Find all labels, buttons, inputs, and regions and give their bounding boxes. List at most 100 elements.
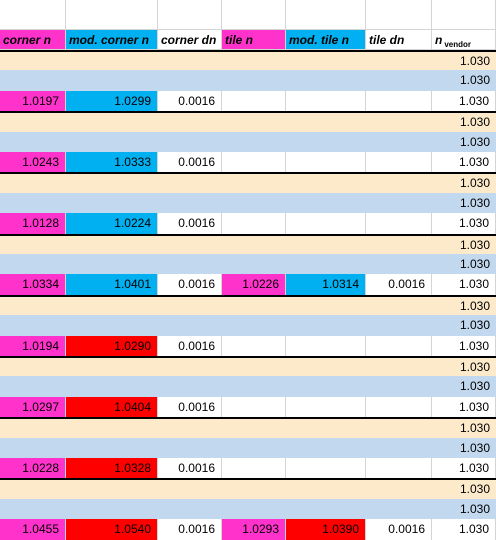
table-cell-corner-n[interactable]: 1.0228 [0, 458, 66, 479]
table-cell-corner-n[interactable]: 1.0334 [0, 274, 66, 295]
table-cell-mod-corner-n[interactable] [66, 480, 158, 498]
table-cell-mod-corner-n[interactable] [66, 358, 158, 376]
table-cell-tile-n[interactable] [222, 458, 286, 479]
column-header-n-vendor[interactable]: n vendor [432, 30, 496, 50]
table-cell-tile-dn[interactable] [366, 480, 432, 498]
table-cell-tile-n[interactable] [222, 236, 286, 254]
table-cell-mod-corner-n[interactable] [66, 132, 158, 152]
table-cell-tile-n[interactable] [222, 90, 286, 112]
table-cell-tile-n[interactable]: 1.0226 [222, 274, 286, 295]
table-cell-tile-n[interactable] [222, 297, 286, 315]
table-cell-corner-dn[interactable]: 0.0016 [158, 458, 222, 479]
empty-cell[interactable] [432, 0, 496, 30]
table-cell-corner-dn[interactable] [158, 254, 222, 274]
table-cell-corner-n[interactable] [0, 132, 66, 152]
table-cell-n-vendor[interactable]: 1.030 [459, 257, 490, 271]
table-cell-mod-tile-n[interactable]: 1.0314 [286, 274, 366, 295]
table-cell-n-vendor[interactable]: 1.030 [432, 458, 496, 479]
table-cell-n-vendor[interactable]: 1.030 [459, 360, 490, 374]
table-cell-mod-corner-n[interactable]: 1.0328 [66, 458, 158, 479]
table-cell-n-vendor[interactable]: 1.030 [432, 519, 496, 540]
table-cell-corner-n[interactable] [0, 315, 66, 335]
table-cell-tile-dn[interactable] [366, 152, 432, 173]
empty-cell[interactable] [286, 0, 366, 30]
table-cell-tile-n[interactable] [222, 174, 286, 192]
table-cell-tile-dn[interactable] [366, 315, 432, 335]
table-cell-mod-tile-n[interactable] [286, 419, 366, 437]
column-header-mod-corner-n[interactable]: mod. corner n [66, 30, 158, 50]
table-cell-mod-corner-n[interactable] [66, 113, 158, 131]
table-cell-corner-n[interactable] [0, 52, 66, 70]
table-cell-n-vendor[interactable]: 1.030 [459, 421, 490, 436]
column-header-corner-dn[interactable]: corner dn [158, 30, 222, 50]
table-cell-mod-tile-n[interactable] [286, 254, 366, 274]
table-cell-mod-corner-n[interactable] [66, 297, 158, 315]
table-cell-tile-dn[interactable]: 0.0016 [366, 274, 432, 295]
table-cell-tile-n[interactable] [222, 438, 286, 458]
table-cell-n-vendor[interactable]: 1.030 [459, 115, 490, 130]
table-cell-n-vendor[interactable]: 1.030 [432, 152, 496, 173]
table-cell-mod-tile-n[interactable] [286, 297, 366, 315]
table-cell-mod-corner-n[interactable] [66, 174, 158, 192]
table-cell-n-vendor[interactable]: 1.030 [432, 213, 496, 234]
table-cell-tile-n[interactable] [222, 480, 286, 498]
table-cell-mod-tile-n[interactable] [286, 396, 366, 418]
table-cell-corner-n[interactable] [0, 480, 66, 498]
table-cell-corner-dn[interactable] [158, 297, 222, 315]
table-cell-mod-tile-n[interactable] [286, 335, 366, 356]
table-cell-mod-corner-n[interactable] [66, 254, 158, 274]
table-cell-tile-n[interactable]: 1.0293 [222, 519, 286, 540]
table-cell-mod-corner-n[interactable] [66, 193, 158, 213]
table-cell-corner-dn[interactable] [158, 193, 222, 213]
table-cell-corner-n[interactable] [0, 236, 66, 254]
table-cell-mod-corner-n[interactable] [66, 499, 158, 519]
table-cell-corner-dn[interactable] [158, 70, 222, 90]
table-cell-corner-n[interactable]: 1.0128 [0, 213, 66, 234]
table-cell-mod-tile-n[interactable] [286, 499, 366, 519]
column-header-tile-dn[interactable]: tile dn [366, 30, 432, 50]
table-cell-tile-n[interactable] [222, 499, 286, 519]
table-cell-tile-n[interactable] [222, 419, 286, 437]
table-cell-tile-n[interactable] [222, 113, 286, 131]
table-cell-n-vendor[interactable]: 1.030 [432, 274, 496, 295]
table-cell-corner-dn[interactable] [158, 52, 222, 70]
table-cell-mod-tile-n[interactable] [286, 174, 366, 192]
table-cell-mod-tile-n[interactable] [286, 90, 366, 112]
table-cell-corner-dn[interactable]: 0.0016 [158, 90, 222, 112]
table-cell-n-vendor[interactable]: 1.030 [459, 73, 490, 88]
table-cell-mod-tile-n[interactable] [286, 52, 366, 70]
table-cell-corner-dn[interactable] [158, 480, 222, 498]
table-cell-corner-dn[interactable]: 0.0016 [158, 274, 222, 295]
table-cell-tile-n[interactable] [222, 358, 286, 376]
table-cell-tile-n[interactable] [222, 396, 286, 418]
empty-cell[interactable] [222, 0, 286, 30]
table-cell-corner-dn[interactable] [158, 358, 222, 376]
table-cell-mod-corner-n[interactable]: 1.0333 [66, 152, 158, 173]
table-cell-n-vendor[interactable]: 1.030 [459, 237, 490, 252]
table-cell-tile-dn[interactable] [366, 113, 432, 131]
table-cell-corner-n[interactable] [0, 376, 66, 396]
table-cell-mod-tile-n[interactable] [286, 193, 366, 213]
column-header-mod-tile-n[interactable]: mod. tile n [286, 30, 366, 50]
table-cell-tile-dn[interactable] [366, 358, 432, 376]
table-cell-tile-n[interactable] [222, 376, 286, 396]
table-cell-corner-n[interactable] [0, 358, 66, 376]
table-cell-mod-corner-n[interactable]: 1.0224 [66, 213, 158, 234]
table-cell-tile-n[interactable] [222, 70, 286, 90]
table-cell-tile-dn[interactable] [366, 174, 432, 192]
table-cell-corner-n[interactable] [0, 254, 66, 274]
table-cell-mod-tile-n[interactable] [286, 438, 366, 458]
table-cell-mod-tile-n[interactable] [286, 236, 366, 254]
table-cell-mod-corner-n[interactable] [66, 52, 158, 70]
table-cell-corner-n[interactable] [0, 193, 66, 213]
table-cell-corner-n[interactable]: 1.0297 [0, 396, 66, 418]
table-cell-corner-dn[interactable] [158, 236, 222, 254]
table-cell-tile-n[interactable] [222, 315, 286, 335]
table-cell-mod-tile-n[interactable] [286, 315, 366, 335]
table-cell-corner-n[interactable] [0, 297, 66, 315]
table-cell-mod-tile-n[interactable] [286, 132, 366, 152]
table-cell-n-vendor[interactable]: 1.030 [459, 298, 490, 313]
table-cell-corner-n[interactable] [0, 499, 66, 519]
table-cell-corner-dn[interactable]: 0.0016 [158, 396, 222, 418]
table-cell-mod-tile-n[interactable]: 1.0390 [286, 519, 366, 540]
